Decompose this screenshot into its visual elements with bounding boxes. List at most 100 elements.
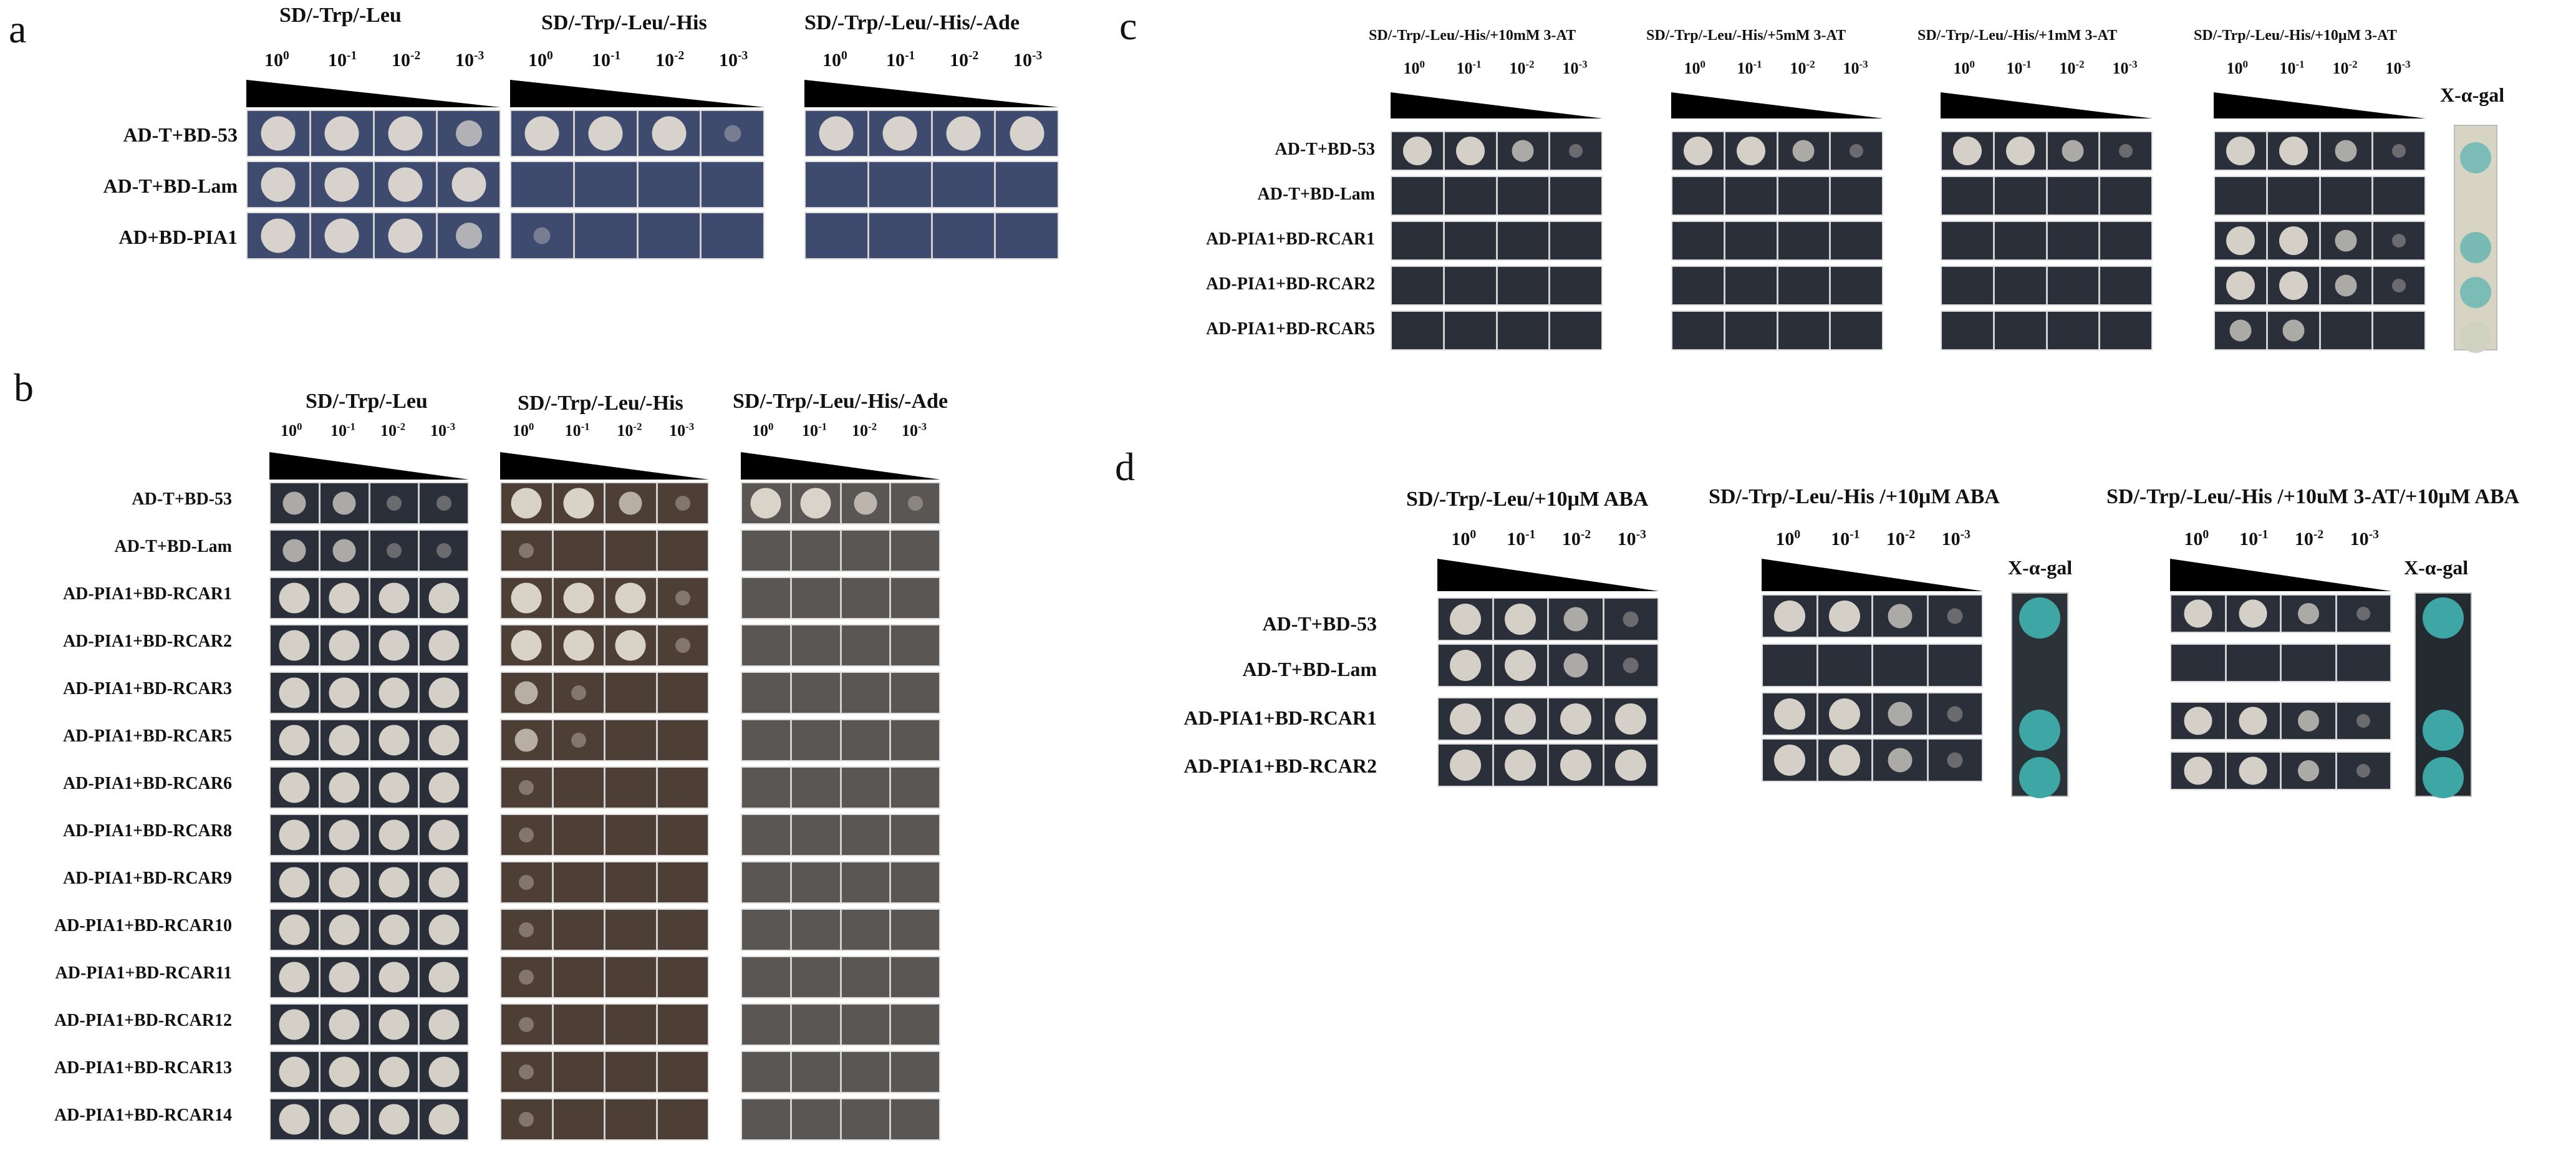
dilution-exponent: 0 bbox=[2242, 58, 2248, 70]
plate-cell bbox=[792, 1052, 842, 1092]
plate-cell bbox=[742, 483, 792, 523]
plate-cell bbox=[2373, 222, 2424, 259]
condition-label: SD/-Trp/-Leu/-His/+10mM 3-AT bbox=[1369, 27, 1576, 44]
plate-cell bbox=[438, 162, 499, 207]
dilution-label: 10-3 bbox=[669, 421, 694, 440]
plate-cell bbox=[891, 720, 939, 760]
plate-cell bbox=[869, 162, 933, 207]
plate-cell bbox=[2337, 596, 2391, 632]
plate-cell bbox=[1778, 177, 1831, 215]
plate-cell bbox=[1672, 132, 1725, 170]
dilution-exponent: 0 bbox=[1419, 58, 1425, 70]
dilution-base: 10 bbox=[2226, 59, 2243, 77]
dilution-base: 10 bbox=[564, 422, 581, 440]
dilution-exponent: 0 bbox=[1470, 528, 1477, 541]
plate-cell bbox=[1778, 222, 1831, 259]
colony-spot bbox=[563, 488, 594, 519]
dilution-exponent: -2 bbox=[2075, 58, 2085, 70]
dilution-base: 10 bbox=[281, 422, 297, 440]
colony-spot bbox=[1829, 601, 1861, 632]
dilution-base: 10 bbox=[886, 50, 905, 70]
plate-cell bbox=[742, 1052, 792, 1092]
colony-spot bbox=[588, 116, 623, 151]
colony-spot bbox=[571, 733, 586, 748]
plate-strip bbox=[1762, 644, 1983, 687]
plate-cell bbox=[1995, 267, 2048, 304]
row-label: AD-T+BD-Lam bbox=[103, 175, 238, 197]
plate-cell bbox=[511, 213, 575, 258]
colony-spot bbox=[519, 543, 534, 558]
plate-cell bbox=[1942, 312, 1995, 349]
dilution-base: 10 bbox=[822, 50, 841, 70]
dilution-wedge bbox=[1941, 92, 2153, 118]
dilution-base: 10 bbox=[617, 422, 634, 440]
plate-strip bbox=[1391, 176, 1603, 216]
colony-spot bbox=[511, 488, 542, 519]
colony-spot bbox=[1947, 706, 1963, 722]
plate-cell bbox=[375, 213, 438, 258]
plate-cell bbox=[605, 673, 658, 713]
colony-spot bbox=[2119, 144, 2133, 158]
plate-cell bbox=[658, 1099, 708, 1139]
plate-strip bbox=[269, 624, 469, 667]
panel-label-a: a bbox=[9, 7, 27, 51]
plate-cell bbox=[370, 1005, 420, 1045]
plate-cell bbox=[792, 531, 842, 571]
colony-spot bbox=[2239, 707, 2267, 735]
dilution-exponent: -2 bbox=[633, 420, 642, 433]
colony-spot bbox=[428, 962, 460, 993]
colony-spot bbox=[261, 167, 296, 202]
dilution-exponent: -1 bbox=[581, 420, 590, 433]
plate-cell bbox=[1439, 745, 1494, 786]
plate-cell bbox=[891, 483, 939, 523]
plate-cell bbox=[420, 483, 468, 523]
plate-cell bbox=[891, 815, 939, 855]
dilution-exponent: -2 bbox=[674, 49, 685, 62]
plate-cell bbox=[806, 162, 869, 207]
dilution-exponent: -1 bbox=[2022, 58, 2032, 70]
colony-spot bbox=[675, 638, 690, 653]
colony-spot bbox=[907, 496, 923, 511]
colony-spot bbox=[428, 1056, 460, 1088]
colony-spot bbox=[2392, 279, 2406, 292]
plate-cell bbox=[658, 768, 708, 808]
xgal-spot bbox=[2460, 142, 2491, 173]
dilution-exponent: 0 bbox=[1700, 58, 1705, 70]
plate-cell bbox=[1831, 177, 1882, 215]
plate-cell bbox=[2100, 312, 2151, 349]
dilution-exponent: 0 bbox=[1794, 528, 1801, 541]
plate-cell bbox=[554, 910, 605, 950]
plate-cell bbox=[554, 531, 605, 571]
dilution-base: 10 bbox=[2112, 59, 2129, 77]
row-label: AD-T+BD-Lam bbox=[1257, 185, 1375, 204]
dilution-exponent: 0 bbox=[841, 49, 847, 62]
plate-cell bbox=[1672, 312, 1725, 349]
colony-spot bbox=[511, 630, 542, 661]
plate-cell bbox=[2268, 222, 2321, 259]
colony-spot bbox=[2239, 599, 2267, 628]
colony-spot bbox=[2005, 137, 2035, 165]
colony-spot bbox=[379, 677, 410, 708]
dilution-exponent: -2 bbox=[1580, 528, 1591, 541]
plate-cell bbox=[2048, 222, 2101, 259]
plate-cell bbox=[321, 768, 370, 808]
dilution-wedge bbox=[741, 452, 940, 480]
plate-cell bbox=[842, 1099, 892, 1139]
plate-strip bbox=[2214, 131, 2426, 171]
colony-spot bbox=[1505, 750, 1536, 781]
dilution-base: 10 bbox=[1886, 529, 1905, 549]
dilution-wedge bbox=[510, 80, 765, 107]
plate-strip bbox=[500, 814, 709, 856]
plate-cell bbox=[1873, 645, 1929, 686]
plate-cell bbox=[511, 111, 575, 156]
plate-strip bbox=[269, 719, 469, 761]
dilution-exponent: -1 bbox=[347, 49, 357, 62]
colony-spot bbox=[1505, 604, 1536, 635]
plate-cell bbox=[271, 815, 321, 855]
colony-spot bbox=[1829, 745, 1861, 776]
plate-strip bbox=[2214, 176, 2426, 216]
dilution-label: 100 bbox=[1404, 59, 1425, 78]
colony-spot bbox=[279, 914, 310, 945]
plate-cell bbox=[891, 910, 939, 950]
plate-cell bbox=[792, 1099, 842, 1139]
